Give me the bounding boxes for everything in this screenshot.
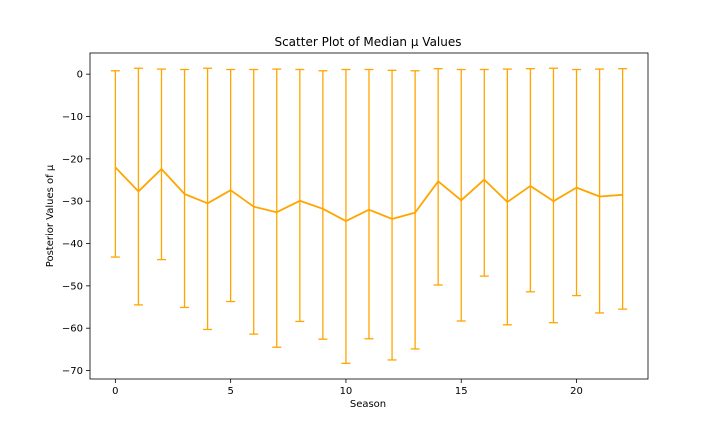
x-tick-label: 10	[340, 386, 353, 397]
x-tick-label: 0	[112, 386, 118, 397]
x-tick-label: 5	[227, 386, 233, 397]
x-axis-label: Season	[350, 399, 386, 410]
series-group	[114, 166, 623, 222]
x-tick-label: 15	[455, 386, 468, 397]
median-line	[114, 166, 623, 222]
plot-frame	[89, 52, 649, 380]
y-tick-label: −70	[62, 366, 83, 377]
x-axis-ticks: 0 5 10 15 20	[112, 379, 583, 397]
y-tick-label: −60	[62, 324, 83, 335]
y-tick-label: −40	[62, 239, 83, 250]
y-axis-ticks: 0 −10 −20 −30 −40 −50 −60 −70	[62, 70, 90, 377]
y-tick-label: −30	[62, 197, 83, 208]
x-tick-label: 20	[570, 386, 583, 397]
y-tick-label: 0	[77, 70, 83, 81]
y-tick-label: −20	[62, 154, 83, 165]
error-bars	[110, 67, 628, 364]
y-axis-label: Posterior Values of μ	[45, 164, 56, 267]
y-tick-label: −50	[62, 281, 83, 292]
y-tick-label: −10	[62, 112, 83, 123]
chart-title: Scatter Plot of Median μ Values	[274, 35, 461, 49]
plot-area	[89, 52, 649, 380]
